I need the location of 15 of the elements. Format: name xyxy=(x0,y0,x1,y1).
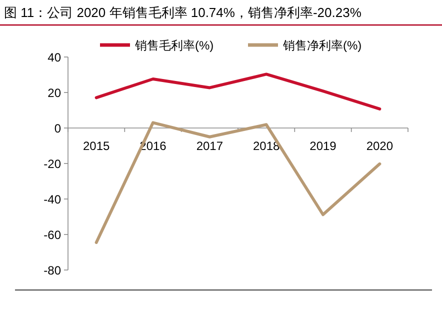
y-tick-label: -40 xyxy=(44,192,62,206)
y-tick-label: -20 xyxy=(44,157,62,171)
y-tick-label: -60 xyxy=(44,228,62,242)
x-tick-label: 2020 xyxy=(366,139,394,153)
line-series xyxy=(94,72,382,110)
legend-label: 销售毛利率(%) xyxy=(134,38,214,52)
y-tick-label: 40 xyxy=(48,50,62,64)
x-tick-label: 2015 xyxy=(82,139,110,153)
legend-label: 销售净利率(%) xyxy=(282,38,362,52)
chart-title: 图 11：公司 2020 年销售毛利率 10.74%，销售净利率-20.23% xyxy=(4,5,362,20)
y-tick-label: 20 xyxy=(48,86,62,100)
x-tick-label: 2017 xyxy=(196,139,224,153)
y-tick-label: -80 xyxy=(44,264,62,278)
y-tick-label: 0 xyxy=(54,122,62,136)
x-tick-label: 2019 xyxy=(310,139,337,153)
